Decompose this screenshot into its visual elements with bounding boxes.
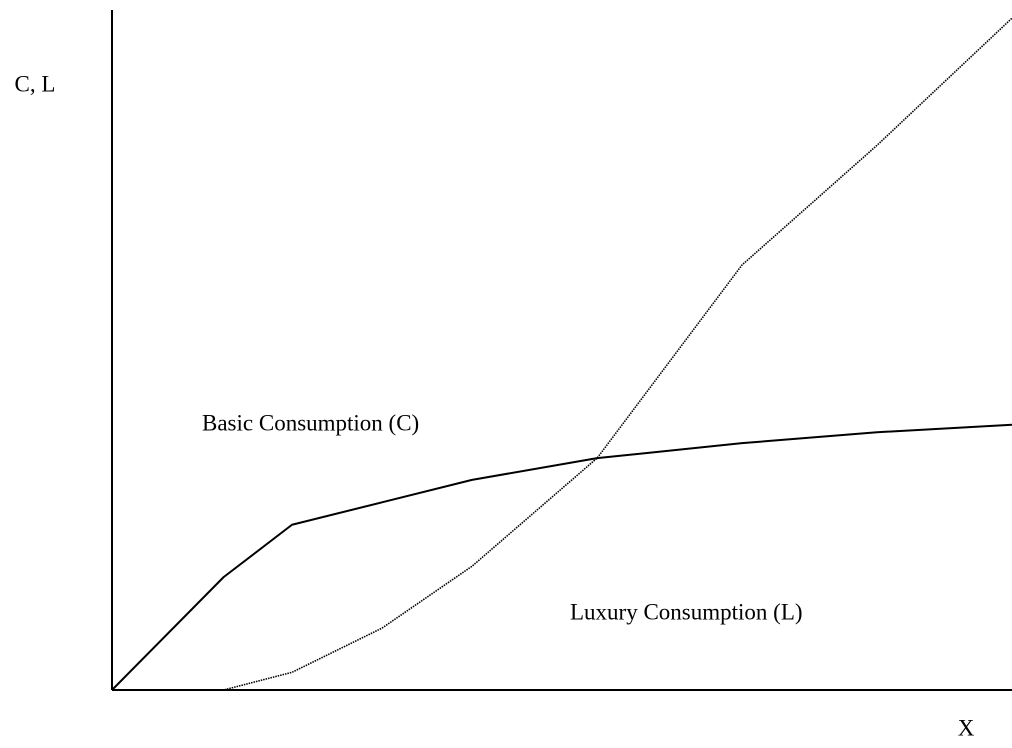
series-label: Basic Consumption (C) bbox=[202, 410, 419, 435]
series-label: Luxury Consumption (L) bbox=[570, 599, 803, 624]
x-axis-label: X bbox=[958, 715, 975, 740]
series-line bbox=[112, 17, 1012, 691]
series-line bbox=[111, 423, 1012, 691]
y-axis-label: C, L bbox=[15, 71, 56, 96]
